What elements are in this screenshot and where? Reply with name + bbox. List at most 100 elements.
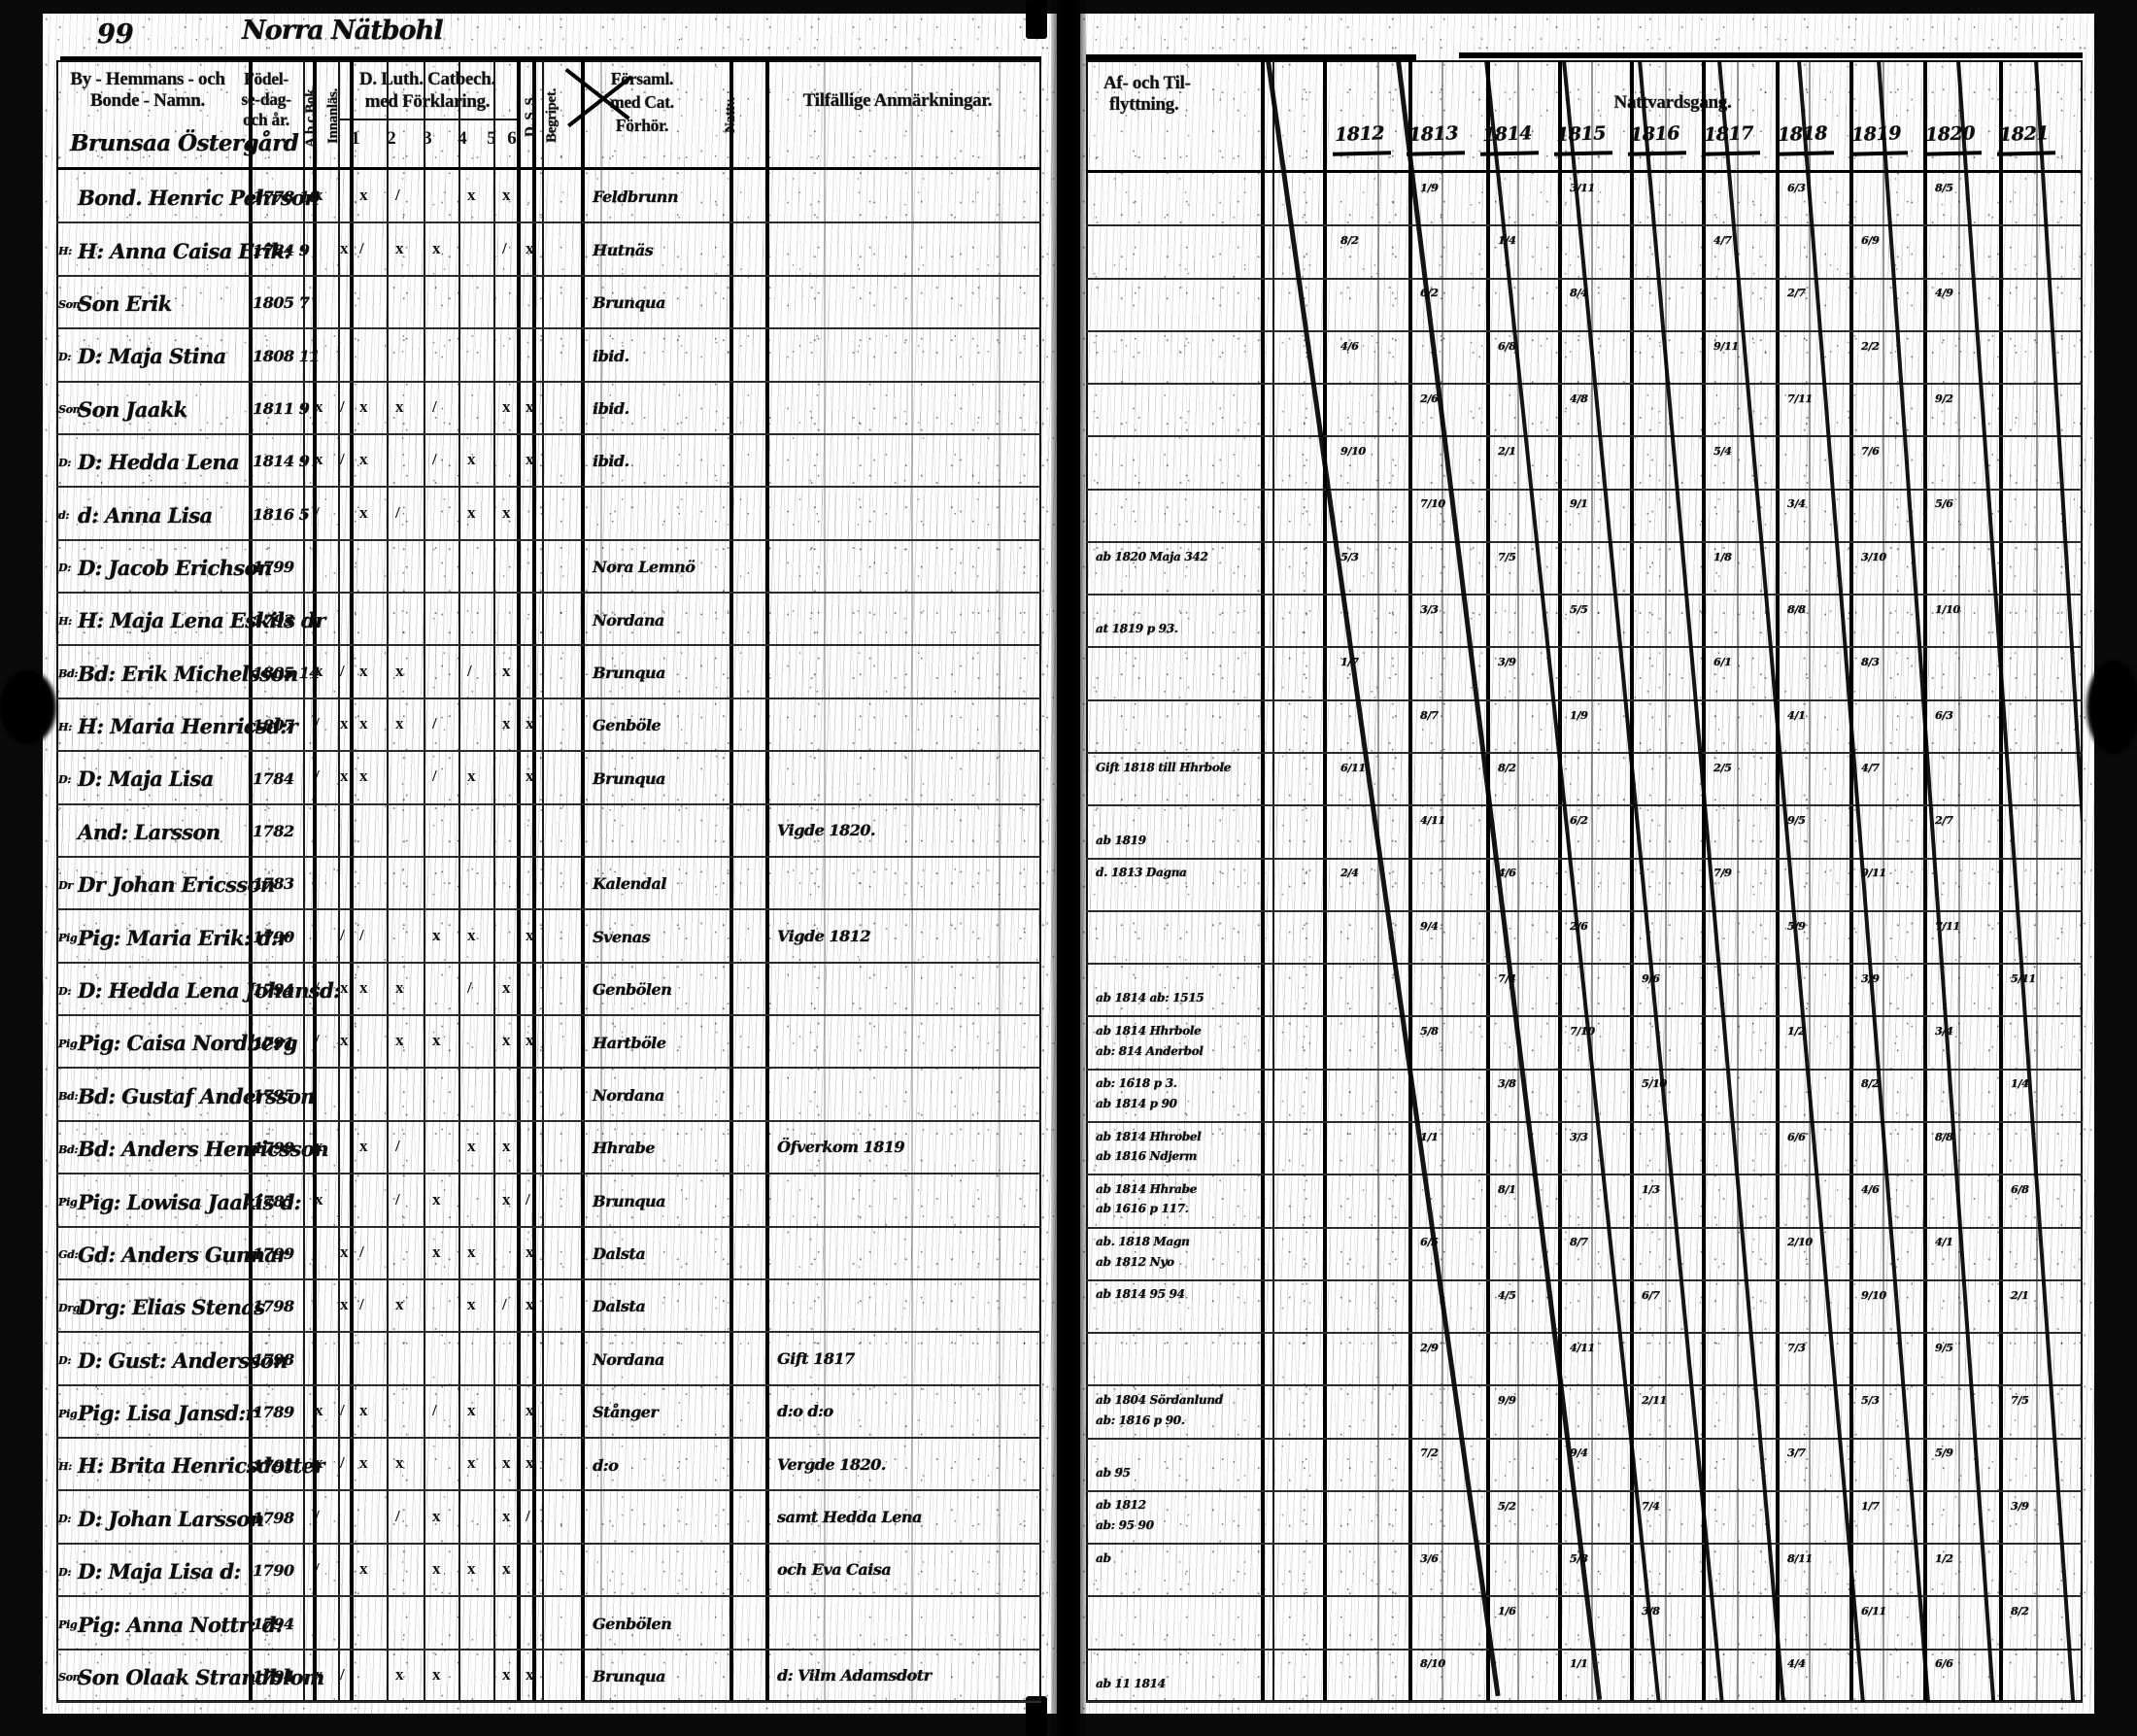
row-parish: Nordana bbox=[593, 1085, 664, 1105]
vrule-r-y1814 bbox=[1558, 60, 1562, 1702]
catechism-mark: x bbox=[526, 1453, 534, 1473]
reading-mark: / bbox=[340, 661, 345, 680]
row-rule bbox=[56, 697, 1041, 699]
communion-mark: 3/10 bbox=[1861, 550, 1886, 563]
vrule-faint-b bbox=[824, 60, 826, 1702]
row-parish: Feldbrunn bbox=[593, 187, 678, 207]
reading-mark: / bbox=[340, 396, 345, 416]
communion-mark: 8/2 bbox=[1498, 761, 1516, 774]
row-parish: Nordana bbox=[593, 610, 664, 630]
row-birth: 1794 bbox=[253, 1667, 294, 1686]
flyttning-entry: ab 95 bbox=[1096, 1465, 1131, 1480]
row-rule bbox=[56, 1383, 1041, 1386]
row-rule bbox=[1086, 488, 2083, 491]
row-birth: 1808 11 bbox=[253, 346, 320, 365]
row-name: Dr Johan Ericsson bbox=[78, 872, 275, 898]
row-index-label: Son bbox=[58, 403, 81, 417]
communion-mark: 8/10 bbox=[1420, 1657, 1445, 1671]
row-name: Pig: Caisa Nordberg bbox=[78, 1031, 298, 1056]
vrule-r-y1819 bbox=[1923, 60, 1927, 1702]
flyttning-entry: at 1819 p 93. bbox=[1096, 622, 1178, 636]
row-index-label: D: bbox=[58, 984, 71, 998]
row-rule bbox=[1086, 646, 2083, 649]
left-table-grid bbox=[56, 60, 1041, 1702]
row-rule bbox=[1086, 909, 2083, 912]
catechism-mark: x bbox=[359, 1559, 368, 1579]
col-header-flyttning-line1: Af- och Til- bbox=[1103, 73, 1191, 93]
communion-mark: 1/8 bbox=[1713, 550, 1732, 563]
communion-mark: 8/4 bbox=[1570, 287, 1588, 300]
communion-mark: 8/2 bbox=[2011, 1605, 2029, 1618]
row-rule bbox=[1086, 1120, 2083, 1123]
communion-mark: 9/10 bbox=[1861, 1288, 1886, 1302]
communion-mark: 4/9 bbox=[1935, 287, 1953, 300]
reading-mark: / bbox=[340, 925, 345, 944]
communion-mark: 3/9 bbox=[2011, 1499, 2029, 1513]
row-name: D: Gust: Andersson bbox=[78, 1347, 288, 1373]
vrule-cat-1 bbox=[387, 60, 389, 1702]
communion-mark: 3/6 bbox=[1420, 1551, 1439, 1565]
communion-mark: 5/10 bbox=[1642, 1077, 1667, 1091]
col-header-birth-line2: se-dag- bbox=[241, 89, 291, 109]
row-rule bbox=[56, 327, 1041, 330]
flyttning-entry: ab 1814 p 90 bbox=[1096, 1096, 1177, 1110]
vrule-cat-4 bbox=[493, 60, 495, 1702]
vrule-innan-catech bbox=[350, 60, 354, 1702]
communion-mark: 2/7 bbox=[1787, 287, 1806, 300]
row-name: Son Jaakk bbox=[78, 396, 187, 422]
vrule-r-nattv-start bbox=[1323, 60, 1327, 1702]
reading-mark: x bbox=[315, 450, 323, 469]
row-index-label: Pig bbox=[58, 1196, 78, 1209]
communion-mark: 6/7 bbox=[1642, 1288, 1660, 1302]
catechism-mark: / bbox=[359, 1242, 364, 1261]
row-name: Bd: Anders Henricsson bbox=[78, 1137, 329, 1162]
row-birth: 1791 bbox=[253, 1033, 294, 1052]
row-parish: Dalsta bbox=[593, 1244, 646, 1264]
catechism-mark: / bbox=[432, 396, 437, 416]
row-index-label: H: bbox=[58, 1459, 72, 1473]
communion-mark: 7/11 bbox=[1787, 391, 1813, 405]
row-name: D: Maja Stina bbox=[78, 344, 226, 369]
row-birth: 1784 bbox=[253, 768, 294, 788]
communion-mark: 7/9 bbox=[1713, 867, 1732, 880]
vrule-r-y1816a bbox=[1665, 60, 1667, 1702]
pen-strike-6 bbox=[1717, 60, 1866, 1702]
reading-mark: x bbox=[340, 978, 349, 997]
vrule-faint-d bbox=[999, 60, 1001, 1702]
catechism-mark: x bbox=[359, 661, 368, 680]
communion-mark: 7/2 bbox=[1420, 1447, 1439, 1460]
communion-mark: 1/2 bbox=[1787, 1025, 1806, 1038]
catechism-mark: x bbox=[467, 1137, 476, 1156]
right-rule-right bbox=[1459, 52, 2083, 58]
communion-mark: 1/7 bbox=[1861, 1499, 1880, 1513]
row-parish: ibid. bbox=[593, 346, 629, 365]
catechism-mark: x bbox=[502, 978, 511, 997]
row-index-label: Son bbox=[58, 1671, 81, 1685]
right-page-content: Af- och Til- flyttning. Nattvardsgång. bbox=[1080, 14, 2094, 1714]
catechism-mark: x bbox=[467, 502, 476, 522]
communion-mark: 4/6 bbox=[1498, 867, 1516, 880]
row-index-label: D: bbox=[58, 1354, 71, 1368]
row-birth: 1784 9 bbox=[253, 240, 310, 259]
communion-mark: 4/7 bbox=[1861, 761, 1880, 774]
col-header-birth-line1: Födel- bbox=[244, 69, 288, 88]
flyttning-entry: ab 1816 Ndjerm bbox=[1096, 1149, 1198, 1164]
row-index-label: Dr bbox=[58, 878, 73, 892]
catechism-mark: x bbox=[526, 925, 534, 944]
catechism-mark: x bbox=[359, 1453, 368, 1473]
communion-mark: 2/9 bbox=[1420, 1341, 1439, 1354]
communion-mark: 8/2 bbox=[1340, 234, 1359, 248]
vrule-r-y1817 bbox=[1776, 60, 1780, 1702]
col-header-birth-line3: och år. bbox=[243, 110, 289, 129]
reading-mark: / bbox=[340, 1664, 345, 1684]
row-rule bbox=[56, 1648, 1041, 1651]
col-header-abcbok: A.b.c.Bok. bbox=[303, 85, 319, 148]
flyttning-entry: ab. 1818 Magn bbox=[1096, 1235, 1190, 1249]
row-rule bbox=[1086, 224, 2083, 227]
catechism-mark: x bbox=[359, 502, 368, 522]
row-index-label: Bd: bbox=[58, 667, 79, 681]
row-birth: 1807 bbox=[253, 716, 294, 735]
row-rule bbox=[56, 1489, 1041, 1492]
flyttning-entry: ab 1804 Sördanlund bbox=[1096, 1392, 1223, 1407]
row-birth: 1798 bbox=[253, 1349, 294, 1369]
